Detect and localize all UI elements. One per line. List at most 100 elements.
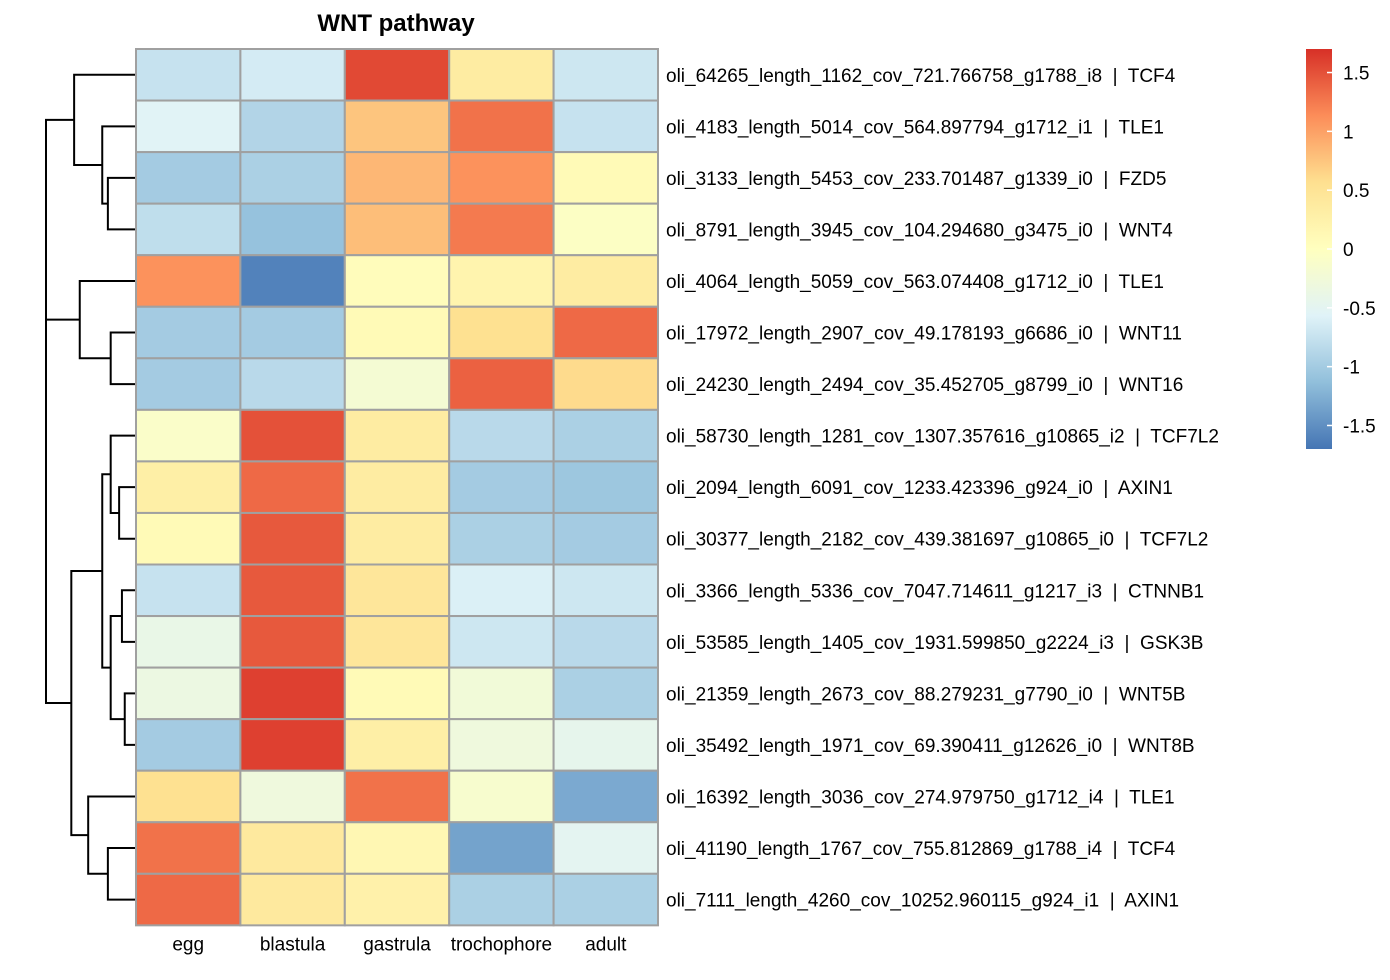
- heatmap-cell: [135, 769, 242, 824]
- heatmap-cell: [239, 718, 346, 772]
- heatmap-cell: [135, 460, 242, 514]
- row-label: oli_4064_length_5059_cov_563.074408_g171…: [666, 272, 1164, 293]
- heatmap-cell: [552, 254, 659, 308]
- heatmap-cell: [135, 666, 242, 721]
- row-label: oli_24230_length_2494_cov_35.452705_g879…: [666, 375, 1183, 396]
- heatmap-cell: [239, 254, 346, 308]
- heatmap-cell: [552, 460, 659, 514]
- row-label: oli_30377_length_2182_cov_439.381697_g10…: [666, 530, 1208, 551]
- heatmap-cell: [135, 821, 242, 875]
- heatmap-cell: [135, 202, 242, 257]
- dendrogram-branch: [118, 486, 136, 540]
- heatmap-cell: [343, 460, 451, 514]
- dendrogram-branch: [109, 434, 136, 514]
- heatmap-cell: [552, 357, 659, 411]
- dendrogram-branch: [78, 279, 136, 360]
- column-label: gastrula: [363, 934, 431, 955]
- heatmap-cell: [135, 615, 242, 669]
- heatmap-cell: [343, 151, 451, 205]
- row-label: oli_35492_length_1971_cov_69.390411_g126…: [666, 736, 1195, 757]
- column-label: adult: [585, 934, 627, 955]
- dendrogram-branch: [101, 473, 111, 669]
- heatmap-cells: [135, 48, 659, 927]
- heatmap-cell: [552, 563, 659, 618]
- heatmap-cell: [448, 254, 555, 308]
- heatmap-cell: [448, 615, 555, 669]
- legend-tick-label: 1: [1343, 122, 1354, 143]
- legend-tick-label: 0.5: [1343, 181, 1369, 202]
- heatmap-cell: [448, 872, 555, 927]
- heatmap-cell: [448, 666, 555, 721]
- heatmap-cell: [343, 718, 451, 772]
- heatmap-cell: [135, 563, 242, 618]
- heatmap-cell: [239, 202, 346, 257]
- legend-tick-label: -0.5: [1343, 299, 1376, 320]
- chart-title: WNT pathway: [317, 10, 475, 37]
- heatmap-cell: [343, 408, 451, 463]
- heatmap-cell: [552, 408, 659, 463]
- heatmap-cell: [239, 357, 346, 411]
- legend-tick-label: -1.5: [1343, 416, 1376, 437]
- row-label: oli_3133_length_5453_cov_233.701487_g133…: [666, 169, 1166, 190]
- heatmap-cell: [343, 821, 451, 875]
- row-label: oli_64265_length_1162_cov_721.766758_g17…: [666, 66, 1176, 87]
- heatmap-cell: [552, 872, 659, 927]
- heatmap-cell: [343, 615, 451, 669]
- heatmap-cell: [135, 718, 242, 772]
- heatmap-cell: [135, 151, 242, 205]
- heatmap-cell: [239, 821, 346, 875]
- row-label: oli_7111_length_4260_cov_10252.960115_g9…: [666, 891, 1179, 912]
- heatmap-cell: [552, 666, 659, 721]
- heatmap-cell: [448, 305, 555, 360]
- row-label: oli_21359_length_2673_cov_88.279231_g779…: [666, 684, 1185, 705]
- row-labels: oli_64265_length_1162_cov_721.766758_g17…: [666, 66, 1219, 912]
- heatmap-cell: [343, 563, 451, 618]
- row-label: oli_53585_length_1405_cov_1931.599850_g2…: [666, 633, 1203, 654]
- heatmap-cell: [448, 99, 555, 154]
- heatmap-cell: [135, 357, 242, 411]
- legend-tick-label: -1: [1343, 358, 1360, 379]
- row-label: oli_16392_length_3036_cov_274.979750_g17…: [666, 787, 1175, 808]
- heatmap-cell: [135, 872, 242, 927]
- heatmap-cell: [135, 305, 242, 360]
- dendrogram-branch: [120, 589, 136, 643]
- heatmap-cell: [343, 511, 451, 566]
- heatmap-cell: [135, 99, 242, 154]
- heatmap-cell: [552, 99, 659, 154]
- legend-tick-label: 0: [1343, 240, 1354, 261]
- heatmap-cell: [448, 357, 555, 411]
- row-label: oli_2094_length_6091_cov_1233.423396_g92…: [666, 478, 1173, 499]
- row-label: oli_17972_length_2907_cov_49.178193_g668…: [666, 324, 1182, 345]
- heatmap-cell: [343, 254, 451, 308]
- dendrogram-branch: [106, 847, 136, 901]
- heatmap-cell: [448, 769, 555, 824]
- dendrogram-branch: [106, 176, 136, 231]
- heatmap-cell: [448, 563, 555, 618]
- heatmap-cell: [448, 821, 555, 875]
- heatmap-cell: [448, 511, 555, 566]
- row-label: oli_3366_length_5336_cov_7047.714611_g12…: [666, 581, 1204, 602]
- heatmap-cell: [552, 511, 659, 566]
- heatmap-cell: [239, 615, 346, 669]
- heatmap-cell: [239, 666, 346, 721]
- column-label: blastula: [260, 934, 326, 955]
- column-label: trochophore: [451, 934, 552, 955]
- heatmap-cell: [343, 202, 451, 257]
- heatmap-cell: [552, 202, 659, 257]
- heatmap-cell: [343, 99, 451, 154]
- color-legend: 1.5 1 0.5 0 -0.5 -1 -1.5: [1306, 49, 1376, 449]
- dendrogram-branch: [87, 795, 136, 875]
- heatmap-cell: [135, 511, 242, 566]
- heatmap-cell: [239, 769, 346, 824]
- heatmap-cell: [343, 666, 451, 721]
- column-labels: egg blastula gastrula trochophore adult: [172, 934, 627, 955]
- heatmap-cell: [343, 357, 451, 411]
- heatmap-cell: [448, 408, 555, 463]
- heatmap-cell: [135, 254, 242, 308]
- heatmap-cell: [448, 202, 555, 257]
- heatmap-cell: [239, 48, 346, 102]
- heatmap-cell: [239, 408, 346, 463]
- heatmap-cell: [448, 718, 555, 772]
- dendrogram-branch: [109, 331, 136, 386]
